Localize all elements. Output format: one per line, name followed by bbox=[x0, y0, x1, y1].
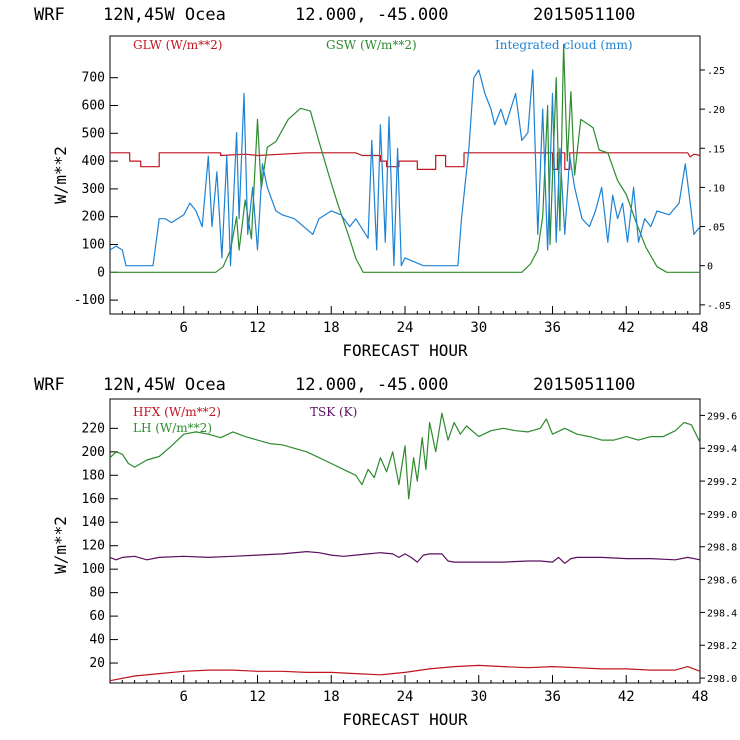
panel-2-y2-tick-label: 298.2 bbox=[707, 641, 737, 652]
panel-2-y-tick-label: 140 bbox=[82, 515, 105, 530]
panel-2-y2-tick-label: 299.2 bbox=[707, 477, 737, 488]
panel-2-y2-tick-label: 299.4 bbox=[707, 444, 737, 455]
panel-2-ylabel: W/m**2 bbox=[51, 516, 70, 574]
panel-2: WRF 12N,45W Ocea 12.000, -45.000 2015051… bbox=[34, 375, 737, 729]
panel-1-y2-tick-label: .25 bbox=[707, 66, 725, 77]
panel-1-y-tick-label: 0 bbox=[97, 265, 105, 280]
panel-2-y-tick-label: 40 bbox=[89, 633, 105, 648]
panel-1-series-integrated bbox=[109, 69, 701, 267]
panel-1-y-tick-label: 300 bbox=[82, 182, 105, 197]
panel-1-y-tick-label: 700 bbox=[82, 71, 105, 86]
panel-1-x-tick-label: 48 bbox=[692, 320, 709, 336]
panel-2-y2-tick-label: 299.0 bbox=[707, 510, 737, 521]
panel-2-y-tick-label: 80 bbox=[89, 586, 105, 601]
panel-2-legend-lh: LH (W/m**2) bbox=[133, 421, 212, 435]
panel-2-header-init: 2015051100 bbox=[533, 375, 635, 395]
panel-1-y2-tick-label: .05 bbox=[707, 223, 725, 234]
panel-1-axes: 6 12 18 24 30 36 42 48 -100 0 100 200 300 400 500 600 70… bbox=[74, 66, 731, 336]
panel-2-series-tsk bbox=[109, 551, 701, 564]
panel-2-legend-tsk: TSK (K) bbox=[310, 405, 357, 419]
panel-2-legend-hfx: HFX (W/m**2) bbox=[133, 405, 221, 419]
panel-1-x-tick-label: 12 bbox=[249, 320, 266, 336]
panel-1-x-tick-label: 42 bbox=[618, 320, 635, 336]
panel-1-y2-tick-label: -.05 bbox=[707, 301, 731, 312]
panel-1-x-tick-label: 18 bbox=[323, 320, 340, 336]
panel-1-header-model: WRF bbox=[34, 5, 65, 25]
panel-2-x-tick-label: 48 bbox=[692, 689, 709, 705]
panel-2-y-tick-label: 120 bbox=[82, 539, 105, 554]
panel-2-y-tick-label: 220 bbox=[82, 421, 105, 436]
panel-1-y-tick-label: 400 bbox=[82, 154, 105, 169]
panel-2-header-coords: 12.000, -45.000 bbox=[295, 375, 449, 395]
panel-1-y-tick-label: -100 bbox=[74, 293, 105, 308]
panel-1-y-tick-label: 100 bbox=[82, 238, 105, 253]
panel-1-x-tick-label: 36 bbox=[544, 320, 561, 336]
panel-1-legend-cloud: Integrated cloud (mm) bbox=[495, 38, 633, 52]
panel-1-x-tick-label: 6 bbox=[180, 320, 188, 336]
panel-1-x-tick-label: 30 bbox=[470, 320, 487, 336]
panel-1-y2-tick-label: .20 bbox=[707, 105, 725, 116]
panel-1-header-coords: 12.000, -45.000 bbox=[295, 5, 449, 25]
panel-2-x-tick-label: 30 bbox=[470, 689, 487, 705]
panel-1-ylabel: W/m**2 bbox=[51, 146, 70, 204]
panel-1-series-glw bbox=[110, 152, 701, 170]
panel-2-plot-frame bbox=[109, 398, 701, 684]
panel-2-y2-tick-label: 298.0 bbox=[707, 674, 737, 685]
panel-2-series-hfx bbox=[109, 664, 701, 682]
panel-2-y-tick-label: 60 bbox=[89, 609, 105, 624]
panel-2-y-tick-label: 160 bbox=[82, 492, 105, 507]
panel-2-y-tick-label: 20 bbox=[89, 656, 105, 671]
panel-1-y2-tick-label: .15 bbox=[707, 144, 725, 155]
panel-1-y2-tick-label: .10 bbox=[707, 183, 725, 194]
panel-2-y2-tick-label: 298.6 bbox=[707, 576, 737, 587]
panel-2-series bbox=[109, 412, 701, 682]
panel-2-header-location: 12N,45W Ocea bbox=[103, 375, 226, 395]
panel-1-series-gsw bbox=[110, 43, 700, 273]
panel-2-x-tick-label: 42 bbox=[618, 689, 635, 705]
panel-2-header-model: WRF bbox=[34, 375, 65, 395]
panel-1: WRF 12N,45W Ocea 12.000, -45.000 2015051… bbox=[34, 5, 731, 360]
panel-2-y2-tick-label: 298.8 bbox=[707, 543, 737, 554]
panel-1-y-tick-label: 200 bbox=[82, 210, 105, 225]
panel-2-axes: 6 12 18 24 30 36 42 48 20 40 60 80 100 120 140 160 180 20… bbox=[82, 411, 738, 705]
panel-2-x-tick-label: 36 bbox=[544, 689, 561, 705]
panel-1-y-tick-label: 500 bbox=[82, 126, 105, 141]
panel-1-header-location: 12N,45W Ocea bbox=[103, 5, 226, 25]
panel-2-x-tick-label: 24 bbox=[397, 689, 414, 705]
panel-2-x-tick-label: 6 bbox=[180, 689, 188, 705]
panel-1-series bbox=[109, 43, 701, 273]
panel-2-y-tick-label: 200 bbox=[82, 445, 105, 460]
panel-2-x-tick-label: 18 bbox=[323, 689, 340, 705]
panel-2-series-lh bbox=[109, 412, 701, 500]
panel-2-y2-tick-label: 299.6 bbox=[707, 411, 737, 422]
panel-2-x-tick-label: 12 bbox=[249, 689, 266, 705]
panel-2-y-tick-label: 180 bbox=[82, 468, 105, 483]
panel-1-legend-gsw: GSW (W/m**2) bbox=[326, 38, 417, 52]
panel-2-y2-tick-label: 298.4 bbox=[707, 608, 737, 619]
panel-1-xlabel: FORECAST HOUR bbox=[342, 341, 468, 360]
panel-1-y2-tick-label: 0 bbox=[707, 262, 713, 273]
panel-2-xlabel: FORECAST HOUR bbox=[342, 710, 468, 729]
panel-1-header-init: 2015051100 bbox=[533, 5, 635, 25]
panel-2-y-tick-label: 100 bbox=[82, 562, 105, 577]
panel-1-legend-glw: GLW (W/m**2) bbox=[133, 38, 222, 52]
panel-1-y-tick-label: 600 bbox=[82, 99, 105, 114]
panel-1-x-tick-label: 24 bbox=[397, 320, 414, 336]
